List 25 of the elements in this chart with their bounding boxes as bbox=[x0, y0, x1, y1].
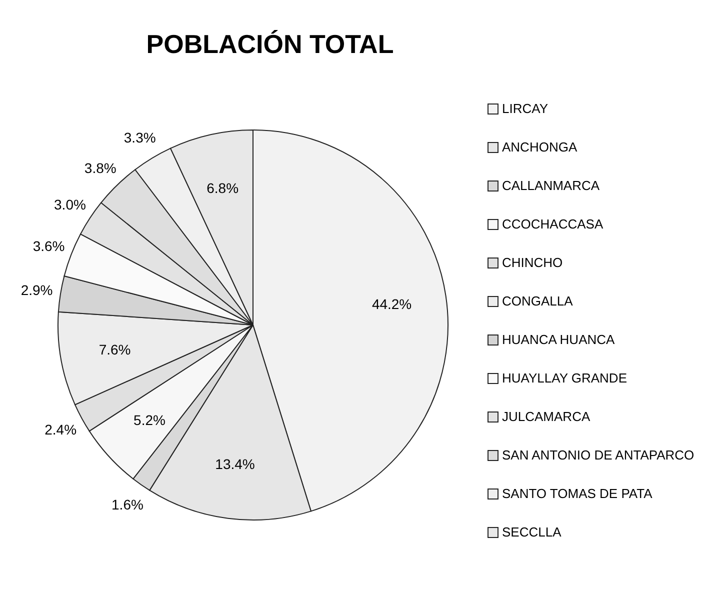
data-label: 3.3% bbox=[124, 129, 156, 146]
legend-label: JULCAMARCA bbox=[502, 409, 590, 424]
data-label: 3.8% bbox=[84, 160, 116, 176]
legend-label: SECCLLA bbox=[502, 524, 562, 540]
data-label: 13.4% bbox=[215, 456, 255, 472]
legend-label: CCOCHACCASA bbox=[502, 216, 604, 232]
data-label: 44.2% bbox=[372, 296, 412, 312]
data-label: 3.0% bbox=[54, 196, 86, 213]
data-label: 5.2% bbox=[134, 412, 166, 428]
data-label: 3.6% bbox=[32, 238, 65, 254]
legend-label: HUAYLLAY GRANDE bbox=[502, 370, 628, 386]
legend-label: ANCHONGA bbox=[502, 140, 578, 154]
data-label: 2.9% bbox=[20, 282, 53, 298]
legend-label: LIRCAY bbox=[502, 101, 548, 116]
data-label: 2.4% bbox=[44, 422, 77, 438]
legend-label: CALLANMARCA bbox=[502, 178, 600, 193]
data-label: 1.6% bbox=[112, 496, 144, 512]
legend-label: SAN ANTONIO DE ANTAPARCO bbox=[502, 448, 694, 462]
legend-label: SANTO TOMAS DE PATA bbox=[502, 486, 653, 501]
legend-label: CHINCHO bbox=[502, 255, 563, 270]
data-label: 7.6% bbox=[98, 342, 131, 358]
chart-title: POBLACIÓN TOTAL bbox=[146, 29, 394, 59]
data-label: 6.8% bbox=[206, 180, 239, 196]
legend-label: HUANCA HUANCA bbox=[502, 332, 616, 347]
legend-label: CONGALLA bbox=[502, 294, 574, 308]
